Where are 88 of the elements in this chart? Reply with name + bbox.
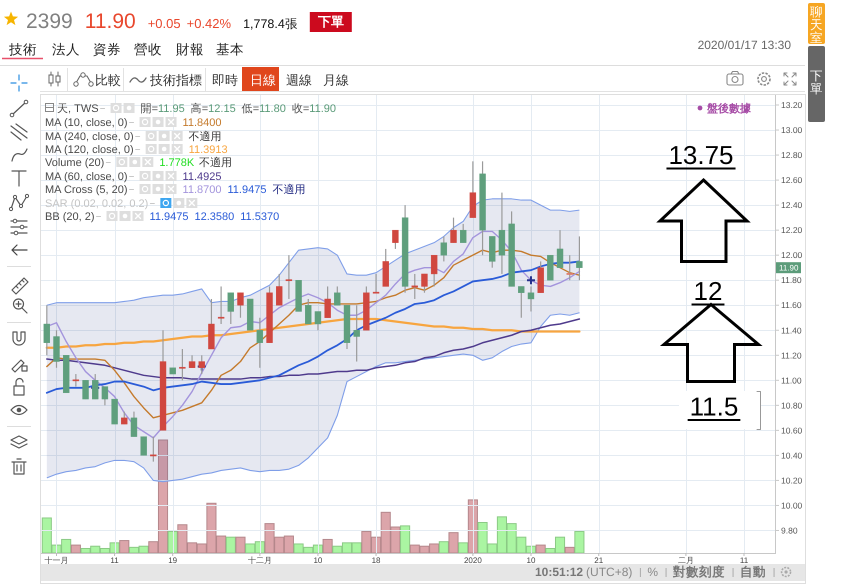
annotation: 收=	[292, 103, 310, 115]
x-tick-label: 19	[168, 556, 178, 565]
annotation: MA (120, close, 0)	[45, 144, 134, 156]
x-tick-label: 二月	[678, 556, 694, 565]
y-tick-label: 12.60	[781, 175, 803, 186]
annotation: 12.15	[208, 103, 236, 115]
x-tick-label: 11	[740, 556, 749, 565]
text: 比較	[95, 72, 121, 88]
annotation: 12	[694, 276, 722, 306]
annotation: 13.75	[668, 140, 734, 170]
text: 營收	[134, 42, 162, 57]
annotation: 11.8400	[182, 117, 222, 129]
y-tick-label: 12.40	[781, 200, 803, 210]
annotation: 12.3580	[194, 211, 234, 223]
annotation: 11.95	[158, 103, 185, 115]
x-tick-label: 十二月	[248, 556, 272, 565]
annotation: 11.9475	[150, 211, 188, 223]
y-tick-label: 13.00	[781, 125, 803, 136]
annotation: MA (10, close, 0)	[45, 117, 128, 129]
text: +0.05	[148, 16, 181, 31]
annotation: 不適用	[188, 130, 222, 143]
text: 1,778.4張	[243, 17, 298, 31]
text: 法人	[52, 42, 80, 57]
y-tick-label: 10.00	[781, 500, 803, 510]
y-tick-label: 9.80	[781, 525, 798, 536]
annotation: 不適用	[199, 156, 232, 169]
y-tick-label: 11.40	[781, 325, 802, 336]
text: +0.42%	[186, 16, 232, 31]
annotation: BB (20, 2)	[45, 211, 95, 223]
text: 下單	[810, 69, 823, 96]
annotation: 11.80	[259, 103, 286, 115]
annotation: 11.8700	[182, 184, 222, 196]
annotation: 1.778K	[159, 157, 195, 169]
text: 財報	[176, 42, 204, 57]
annotation: 11.5370	[240, 211, 280, 223]
annotation: 11.9475	[227, 184, 266, 196]
x-tick-label: 2020	[464, 556, 482, 565]
y-tick-label: 12.80	[781, 150, 803, 160]
x-tick-label: 21	[594, 556, 604, 565]
y-tick-label: 12.00	[781, 250, 803, 260]
y-tick-label: 12.20	[781, 225, 803, 236]
x-tick-label: 11	[110, 556, 120, 565]
y-tick-label: 11.20	[781, 350, 802, 360]
x-tick-label: 10	[313, 556, 323, 565]
y-tick-label: 11.60	[781, 300, 802, 310]
annotation: 開=	[140, 103, 158, 115]
y-tick-label: 13.20	[781, 100, 803, 110]
annotation: 11.90	[779, 264, 799, 273]
x-tick-label: 10	[526, 556, 536, 565]
text: 週線	[286, 72, 312, 88]
text: 下單	[316, 14, 344, 29]
y-tick-label: 11.00	[781, 375, 802, 386]
text: 自動	[740, 565, 766, 579]
text: 技術指標	[149, 72, 202, 88]
annotation: MA Cross (5, 20)	[45, 184, 128, 196]
annotation: MA (60, close, 0)	[45, 171, 128, 183]
text: 即時	[212, 72, 238, 88]
text: 2020/01/17 13:30	[698, 38, 792, 52]
y-tick-label: 10.60	[781, 425, 803, 436]
text: (UTC+8)	[586, 565, 632, 579]
text: 資券	[93, 42, 121, 57]
text: 10:51:12	[535, 565, 584, 579]
x-tick-label: 18	[372, 556, 382, 565]
annotation: 不適用	[272, 183, 306, 196]
chart-title: 2399	[26, 10, 73, 33]
annotation: 盤後數據	[706, 102, 752, 115]
annotation: 高=	[190, 102, 208, 115]
text: 對數刻度	[672, 564, 726, 579]
text: 11.90	[84, 10, 136, 33]
text: 技術	[8, 42, 37, 57]
y-tick-label: 10.40	[781, 450, 803, 460]
annotation: SAR (0.02, 0.02, 0.2)	[45, 198, 148, 210]
y-tick-label: 11.80	[781, 275, 802, 286]
annotation: 11.90	[309, 103, 336, 115]
annotation: MA (240, close, 0)	[45, 131, 134, 143]
text: 基本	[216, 42, 244, 57]
text: %	[647, 565, 658, 579]
annotation: 11.4925	[182, 171, 222, 183]
y-tick-label: 10.80	[781, 400, 803, 410]
annotation: 低=	[242, 103, 260, 115]
annotation: 11.5	[690, 392, 738, 422]
annotation: Volume (20)	[45, 157, 104, 169]
text: 月線	[323, 72, 349, 88]
annotation: 天, TWS	[57, 103, 99, 115]
annotation: 11.3913	[188, 144, 228, 156]
text: 日線	[250, 72, 276, 88]
x-tick-label: 十一月	[44, 556, 68, 565]
y-tick-label: 10.20	[781, 475, 803, 486]
